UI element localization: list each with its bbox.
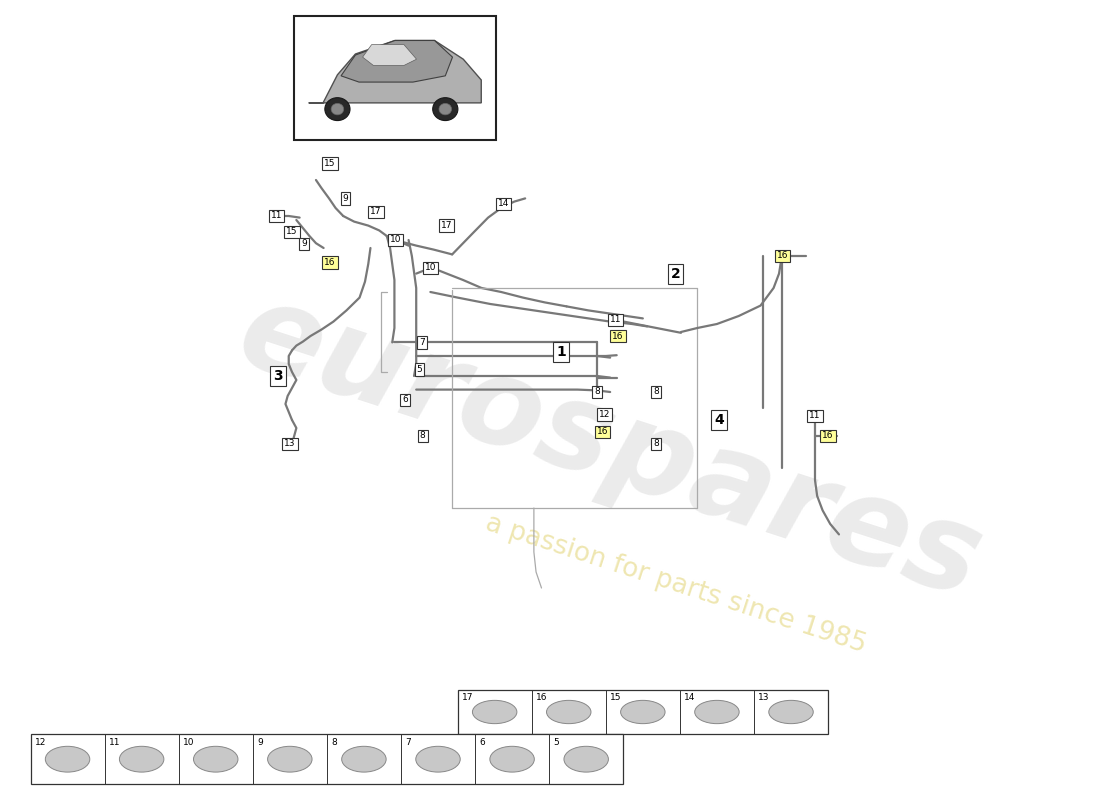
Ellipse shape xyxy=(695,700,739,724)
Polygon shape xyxy=(341,41,452,82)
Ellipse shape xyxy=(267,746,312,772)
Text: 16: 16 xyxy=(324,258,336,267)
Polygon shape xyxy=(363,45,417,66)
Ellipse shape xyxy=(564,746,608,772)
Text: 9: 9 xyxy=(257,738,263,746)
Text: 17: 17 xyxy=(462,693,473,702)
Polygon shape xyxy=(309,41,482,103)
Text: 3: 3 xyxy=(273,369,283,383)
Text: 9: 9 xyxy=(342,194,349,203)
Text: 12: 12 xyxy=(600,410,610,419)
Text: 11: 11 xyxy=(810,411,821,421)
Bar xyxy=(294,16,496,140)
Text: 17: 17 xyxy=(370,207,382,217)
Ellipse shape xyxy=(324,98,350,121)
Ellipse shape xyxy=(331,103,343,115)
Text: 2: 2 xyxy=(671,266,681,281)
Text: 8: 8 xyxy=(594,387,600,397)
Text: 6: 6 xyxy=(403,395,408,405)
Ellipse shape xyxy=(194,746,238,772)
Text: 8: 8 xyxy=(653,439,659,449)
Bar xyxy=(458,690,828,734)
Ellipse shape xyxy=(120,746,164,772)
Bar xyxy=(31,734,624,784)
Text: 5: 5 xyxy=(553,738,559,746)
Text: 6: 6 xyxy=(480,738,485,746)
Text: 8: 8 xyxy=(420,431,426,441)
Text: 8: 8 xyxy=(331,738,337,746)
Text: 16: 16 xyxy=(597,427,608,437)
Text: 8: 8 xyxy=(653,387,659,397)
Text: 5: 5 xyxy=(417,365,422,374)
Text: 13: 13 xyxy=(284,439,296,449)
Text: 14: 14 xyxy=(684,693,695,702)
Text: 13: 13 xyxy=(758,693,770,702)
Text: 11: 11 xyxy=(271,211,283,221)
Text: 10: 10 xyxy=(389,235,402,245)
Ellipse shape xyxy=(342,746,386,772)
Text: 16: 16 xyxy=(612,331,624,341)
Text: 17: 17 xyxy=(441,221,452,230)
Ellipse shape xyxy=(45,746,90,772)
Text: 15: 15 xyxy=(324,158,336,168)
Text: 7: 7 xyxy=(405,738,411,746)
Text: 1: 1 xyxy=(557,345,566,359)
Text: eurospares: eurospares xyxy=(224,273,996,623)
Text: 14: 14 xyxy=(497,199,509,209)
Ellipse shape xyxy=(769,700,813,724)
Text: 15: 15 xyxy=(610,693,621,702)
Text: 15: 15 xyxy=(286,227,298,237)
Text: 7: 7 xyxy=(419,338,425,347)
Text: 4: 4 xyxy=(714,413,724,427)
Text: 16: 16 xyxy=(823,431,834,441)
Text: 11: 11 xyxy=(609,315,622,325)
Ellipse shape xyxy=(490,746,535,772)
Ellipse shape xyxy=(472,700,517,724)
Ellipse shape xyxy=(416,746,460,772)
Text: 10: 10 xyxy=(425,263,436,273)
Text: 16: 16 xyxy=(777,251,788,261)
Text: a passion for parts since 1985: a passion for parts since 1985 xyxy=(482,510,869,658)
Ellipse shape xyxy=(547,700,591,724)
Ellipse shape xyxy=(439,103,452,115)
Ellipse shape xyxy=(432,98,458,121)
Text: 16: 16 xyxy=(536,693,548,702)
Text: 11: 11 xyxy=(109,738,121,746)
Ellipse shape xyxy=(620,700,666,724)
Text: 12: 12 xyxy=(35,738,46,746)
Text: 10: 10 xyxy=(183,738,195,746)
Text: 9: 9 xyxy=(301,239,307,249)
